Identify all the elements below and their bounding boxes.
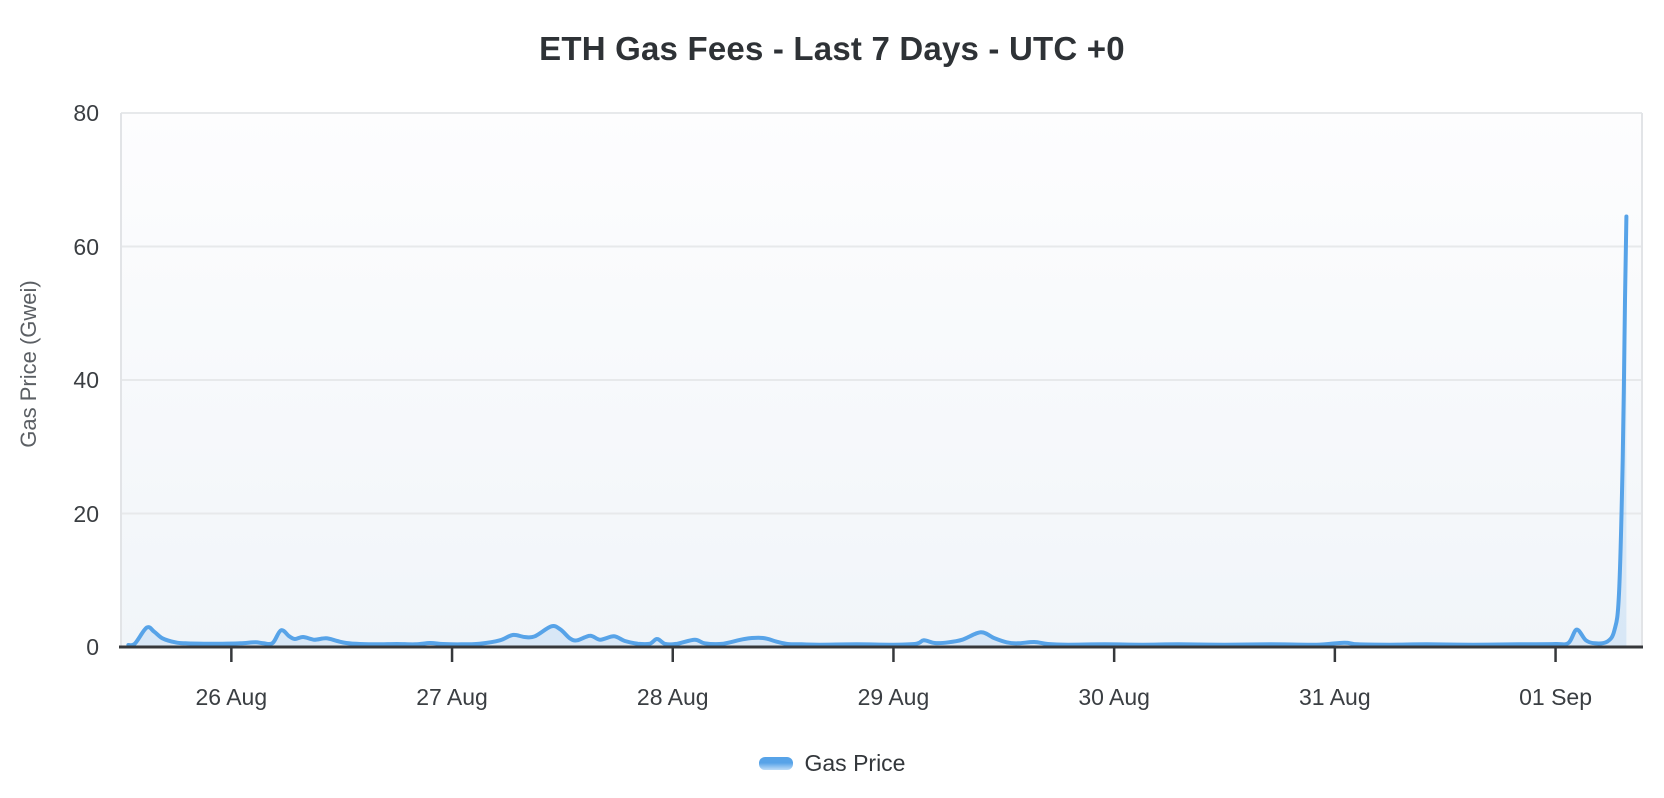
y-tick-label-40: 40 [73,367,99,393]
y-tick-label-60: 60 [73,233,99,260]
gas-price-line [126,214,1629,648]
chart-title: ETH Gas Fees - Last 7 Days - UTC +0 [539,30,1125,67]
legend-label[interactable]: Gas Price [804,749,906,776]
x-tick-label-26-aug: 26 Aug [195,684,268,710]
x-tick-label-31-aug: 31 Aug [1299,684,1371,710]
y-tick-label-20: 20 [73,500,99,527]
legend-swatch-icon[interactable] [758,756,793,770]
y-tick-label-0: 0 [86,634,99,660]
x-tick-label-27-aug: 27 Aug [416,684,488,710]
y-tick-label-80: 80 [73,100,99,126]
x-tick-label-30-aug: 30 Aug [1078,684,1150,710]
x-tick-label-29-aug: 29 Aug [857,684,930,710]
x-tick-label-28-aug: 28 Aug [636,684,709,710]
x-tick-label-01-sep: 01 Sep [1519,684,1592,710]
legend: Gas Price [0,746,1664,780]
